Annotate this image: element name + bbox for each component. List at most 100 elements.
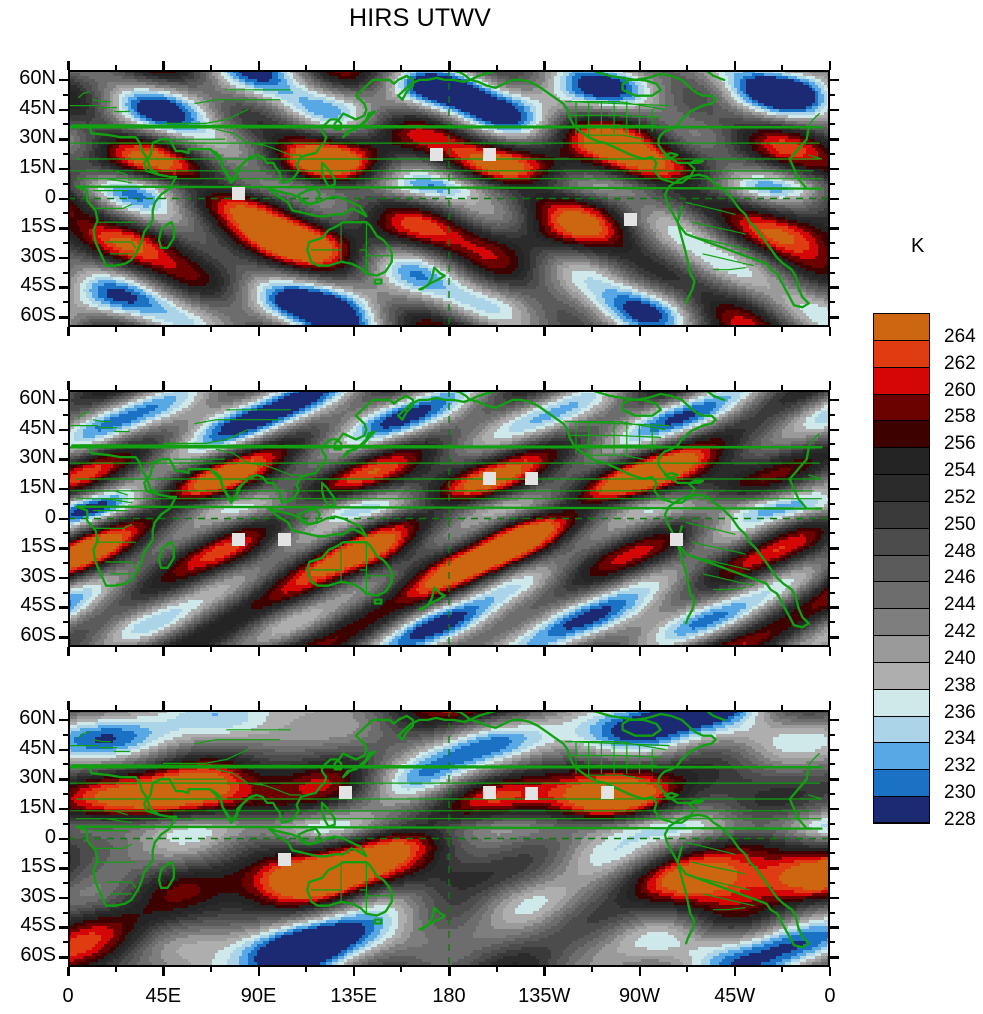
colorbar-tick-label: 242 [944, 621, 976, 643]
x-tick-bottom [67, 647, 70, 656]
x-tick-bottom [733, 647, 737, 656]
x-tick-bottom [638, 647, 641, 656]
y-tick [59, 398, 68, 402]
y-tick-label: 60S [20, 624, 56, 647]
x-tick-top [257, 381, 260, 390]
y-tick [59, 517, 68, 520]
x-tick-bottom [257, 647, 260, 656]
colorbar-tick-label: 250 [944, 513, 976, 535]
x-minor-tick-top [209, 705, 212, 710]
x-tick-top [733, 381, 737, 390]
x-tick-label: 0 [824, 985, 836, 1007]
y-tick-label: 15N [19, 795, 56, 818]
map-panel-3[interactable] [68, 710, 830, 967]
x-tick-top [352, 381, 356, 390]
y-tick [59, 926, 68, 929]
x-tick-top [67, 381, 70, 390]
y-tick [59, 748, 68, 752]
y-tick [59, 956, 68, 959]
y-minor-tick-right [830, 911, 835, 914]
y-minor-tick-right [830, 733, 835, 736]
y-tick-label: 45N [19, 416, 56, 439]
colorbar-band [873, 608, 930, 636]
x-tick-top [352, 701, 356, 710]
x-tick-bottom [352, 967, 356, 976]
y-tick [59, 197, 68, 200]
y-minor-tick [63, 413, 68, 416]
y-tick [59, 286, 68, 289]
y-tick-label: 0 [44, 825, 56, 848]
x-tick-top [638, 381, 641, 390]
map-panel-1[interactable] [68, 70, 830, 327]
y-tick-right [830, 428, 839, 432]
y-minor-tick [63, 852, 68, 855]
x-minor-tick-bottom [495, 647, 498, 652]
x-minor-tick-top [305, 65, 308, 70]
y-tick [59, 428, 68, 432]
x-minor-tick-top [686, 705, 689, 710]
x-minor-tick-bottom [114, 647, 117, 652]
x-minor-tick-top [114, 385, 117, 390]
colorbar-band [873, 527, 930, 556]
x-minor-tick-bottom [781, 967, 784, 972]
x-minor-tick-bottom [590, 327, 593, 332]
colorbar-band [873, 635, 930, 663]
x-minor-tick-top [686, 65, 689, 70]
y-minor-tick [63, 473, 68, 476]
colorbar-tick-label: 244 [944, 594, 976, 616]
y-minor-tick-right [830, 561, 835, 564]
colorbar-tick-label: 246 [944, 567, 976, 589]
y-minor-tick-right [830, 852, 835, 855]
y-tick-right [830, 547, 839, 550]
x-tick-bottom [448, 647, 451, 656]
x-tick-label: 90W [618, 985, 661, 1007]
map-panel-2[interactable] [68, 390, 830, 647]
x-tick-top [828, 381, 832, 390]
y-tick [59, 256, 68, 260]
x-minor-tick-top [400, 385, 403, 390]
colorbar-band [873, 769, 930, 797]
y-tick-right [830, 718, 839, 722]
x-tick-bottom [543, 327, 546, 336]
x-minor-tick-top [590, 385, 593, 390]
colorbar-band [873, 393, 930, 421]
y-tick-label: 15S [20, 215, 56, 238]
y-minor-tick [63, 881, 68, 884]
y-tick [59, 547, 68, 550]
y-tick-right [830, 956, 839, 959]
x-tick-bottom [448, 967, 451, 976]
x-tick-bottom [162, 967, 165, 976]
x-minor-tick-top [114, 705, 117, 710]
y-tick-right [830, 286, 839, 289]
y-tick-label: 45S [20, 914, 56, 937]
x-minor-tick-bottom [495, 327, 498, 332]
colorbar-tick-label: 252 [944, 486, 976, 508]
y-minor-tick-right [830, 241, 835, 244]
y-minor-tick-right [830, 123, 835, 126]
x-tick-bottom [67, 967, 70, 976]
y-tick-label: 30N [19, 446, 56, 469]
y-tick [59, 837, 68, 840]
x-minor-tick-bottom [400, 647, 403, 652]
x-minor-tick-bottom [305, 647, 308, 652]
y-tick-right [830, 167, 839, 171]
y-tick [59, 316, 68, 319]
y-minor-tick [63, 271, 68, 274]
x-tick-top [543, 701, 546, 710]
y-tick-right [830, 606, 839, 609]
x-tick-bottom [543, 967, 546, 976]
y-tick-right [830, 517, 839, 520]
x-tick-top [162, 381, 165, 390]
colorbar-band [873, 742, 930, 770]
y-minor-tick [63, 93, 68, 96]
y-tick-right [830, 748, 839, 752]
x-minor-tick-top [400, 65, 403, 70]
colorbar-tick-label: 264 [944, 325, 976, 347]
y-tick-label: 60N [19, 66, 56, 89]
x-tick-bottom [257, 967, 260, 976]
y-tick-label: 15S [20, 535, 56, 558]
x-tick-top [162, 701, 165, 710]
y-minor-tick-right [830, 793, 835, 796]
colorbar-band [873, 447, 930, 475]
y-tick [59, 867, 68, 870]
